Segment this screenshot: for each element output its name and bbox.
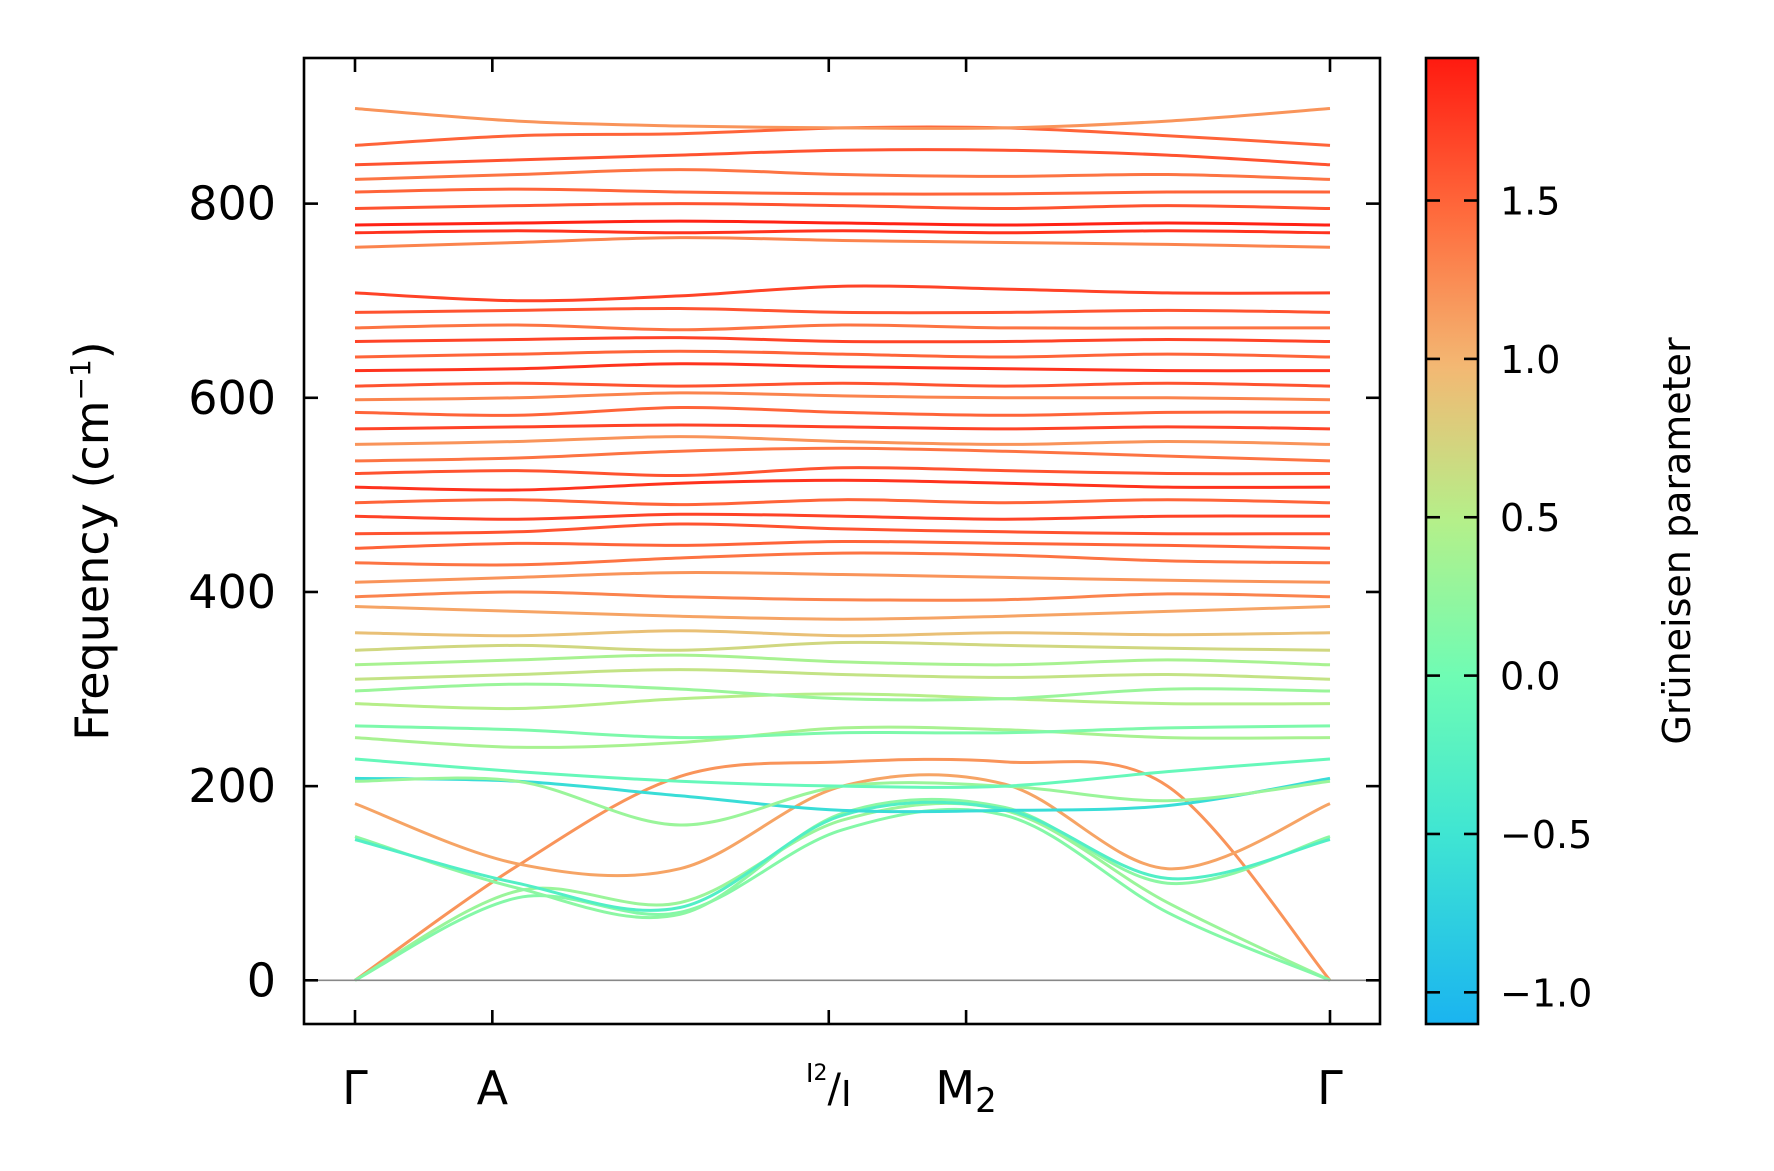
band-acoustic-TA2 — [354, 807, 1331, 982]
band-low-optic-6 — [354, 757, 1331, 789]
band-high-band-3 — [354, 219, 1331, 227]
y-axis-label: Frequency (cm−1) — [64, 341, 119, 741]
band-mid-band-4 — [354, 682, 1331, 702]
x-axis-ticks: Γ A I2/I M2 Γ — [342, 58, 1343, 1121]
band-upper-band-6 — [354, 522, 1331, 536]
band-upper-band-12 — [354, 435, 1331, 446]
band-acoustic-TA1 — [354, 801, 1331, 982]
x-tick-label: Γ — [342, 1061, 368, 1115]
band-upper-band-22 — [354, 284, 1331, 303]
x-tick-label: Γ — [1317, 1061, 1343, 1115]
x-tick-label: M2 — [935, 1061, 996, 1121]
x-tick-label: I2/I — [806, 1059, 852, 1115]
band-upper-band-20 — [354, 323, 1330, 332]
y-tick-label: 400 — [188, 565, 276, 619]
y-tick-label: 200 — [188, 759, 276, 813]
band-upper-band-18 — [354, 349, 1331, 359]
colorbar-tick-label: −0.5 — [1500, 813, 1592, 857]
band-mid-band-8 — [354, 629, 1331, 638]
y-tick-label: 600 — [188, 371, 276, 425]
band-high-band-7 — [354, 148, 1331, 167]
colorbar-tick-label: 1.5 — [1500, 180, 1560, 224]
band-mid-band-6 — [354, 653, 1331, 667]
band-upper-band-21 — [354, 306, 1331, 315]
band-mid-band-2 — [354, 724, 1331, 740]
band-upper-band-1 — [354, 605, 1331, 621]
band-mid-band-3 — [354, 692, 1331, 711]
band-high-band-2 — [354, 229, 1331, 235]
colorbar-ticks: −1.0 −0.5 0.0 0.5 1.0 1.5 — [1426, 180, 1592, 1015]
band-upper-band-19 — [354, 336, 1331, 344]
band-mid-band-7 — [354, 640, 1331, 652]
band-upper-band-13 — [354, 423, 1331, 431]
band-upper-band-7 — [354, 512, 1331, 521]
band-low-optic-4 — [354, 776, 1331, 814]
band-upper-band-11 — [354, 446, 1331, 463]
band-high-band-5 — [354, 187, 1331, 196]
band-upper-band-5 — [354, 539, 1331, 550]
band-upper-band-9 — [354, 478, 1331, 492]
plot-frame — [302, 56, 1382, 1026]
colorbar-tick-label: 0.5 — [1500, 496, 1560, 540]
band-upper-band-10 — [354, 466, 1331, 478]
band-mid-band-1 — [354, 725, 1331, 749]
band-high-band-1 — [354, 236, 1331, 249]
band-acoustic-LA — [354, 757, 1332, 982]
band-upper-band-14 — [354, 405, 1331, 417]
band-upper-band-4 — [354, 551, 1331, 567]
band-upper-band-17 — [354, 362, 1331, 373]
band-upper-band-8 — [354, 498, 1331, 507]
x-tick-label: A — [477, 1061, 509, 1115]
band-mid-band-5 — [354, 668, 1331, 681]
band-high-band-9 — [354, 107, 1331, 130]
colorbar-tick-label: 1.0 — [1500, 338, 1560, 382]
colorbar-tick-label: −1.0 — [1500, 971, 1592, 1015]
band-upper-band-2 — [354, 590, 1331, 602]
y-axis-ticks: 0 200 400 600 800 — [188, 177, 1380, 1007]
band-upper-band-15 — [354, 391, 1331, 402]
band-low-optic-3 — [354, 773, 1331, 878]
colorbar — [1424, 56, 1480, 1026]
band-low-optic-1 — [354, 797, 1331, 920]
band-high-band-4 — [354, 202, 1331, 211]
colorbar-tick-label: 0.0 — [1500, 655, 1560, 699]
band-low-optic-2 — [354, 800, 1331, 912]
y-tick-label: 0 — [247, 953, 276, 1007]
y-tick-label: 800 — [188, 177, 276, 231]
colorbar-label: Grüneisen parameter — [1655, 337, 1699, 745]
band-high-band-8 — [354, 125, 1331, 147]
band-upper-band-16 — [354, 381, 1331, 388]
band-high-band-6 — [354, 168, 1331, 181]
band-upper-band-3 — [354, 571, 1331, 584]
band-lines — [354, 107, 1332, 982]
